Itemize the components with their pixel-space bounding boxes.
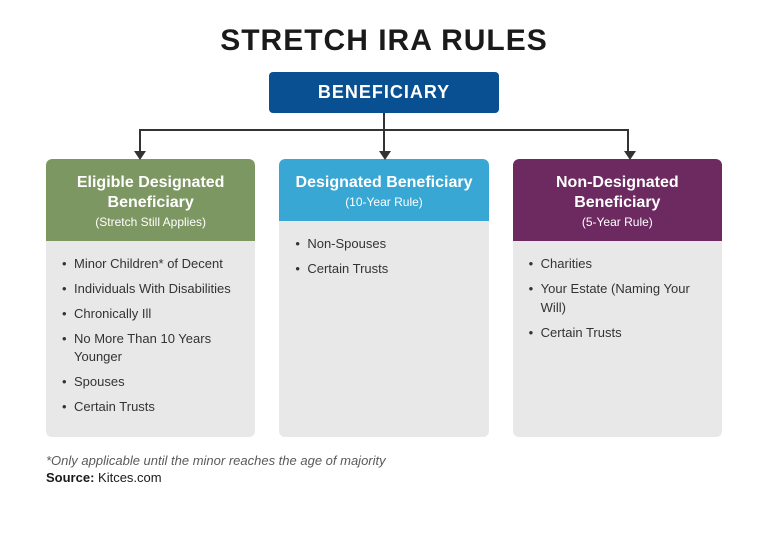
column-subtitle: (Stretch Still Applies) — [56, 215, 245, 229]
list-item: Your Estate (Naming Your Will) — [529, 280, 708, 318]
column-header: Non-Designated Beneficiary (5-Year Rule) — [513, 159, 722, 241]
columns: Eligible Designated Beneficiary (Stretch… — [46, 159, 722, 437]
source-value: Kitces.com — [98, 470, 162, 485]
column-title: Non-Designated Beneficiary — [523, 173, 712, 213]
list-item: Minor Children* of Decent — [62, 255, 241, 274]
arrow-down-icon — [624, 151, 636, 160]
footnote: *Only applicable until the minor reaches… — [46, 453, 722, 468]
list-item: Certain Trusts — [295, 260, 474, 279]
column-designated: Designated Beneficiary (10-Year Rule) No… — [279, 159, 488, 437]
source-line: Source: Kitces.com — [46, 470, 722, 485]
list-item: Chronically Ill — [62, 305, 241, 324]
list-item: Certain Trusts — [529, 324, 708, 343]
column-subtitle: (10-Year Rule) — [289, 195, 478, 209]
column-eligible: Eligible Designated Beneficiary (Stretch… — [46, 159, 255, 437]
column-body: Charities Your Estate (Naming Your Will)… — [513, 241, 722, 362]
arrow-down-icon — [379, 151, 391, 160]
list-item: Certain Trusts — [62, 398, 241, 417]
connector — [46, 113, 722, 159]
page-title: STRETCH IRA RULES — [0, 0, 768, 72]
column-nondesignated: Non-Designated Beneficiary (5-Year Rule)… — [513, 159, 722, 437]
column-body: Minor Children* of Decent Individuals Wi… — [46, 241, 255, 437]
list-item: Spouses — [62, 373, 241, 392]
column-title: Designated Beneficiary — [289, 173, 478, 193]
column-header: Designated Beneficiary (10-Year Rule) — [279, 159, 488, 221]
column-subtitle: (5-Year Rule) — [523, 215, 712, 229]
arrow-down-icon — [134, 151, 146, 160]
list-item: No More Than 10 Years Younger — [62, 330, 241, 368]
source-label: Source: — [46, 470, 94, 485]
list-item: Charities — [529, 255, 708, 274]
column-title: Eligible Designated Beneficiary — [56, 173, 245, 213]
column-body: Non-Spouses Certain Trusts — [279, 221, 488, 299]
root-node: BENEFICIARY — [269, 72, 499, 113]
list-item: Non-Spouses — [295, 235, 474, 254]
column-header: Eligible Designated Beneficiary (Stretch… — [46, 159, 255, 241]
list-item: Individuals With Disabilities — [62, 280, 241, 299]
